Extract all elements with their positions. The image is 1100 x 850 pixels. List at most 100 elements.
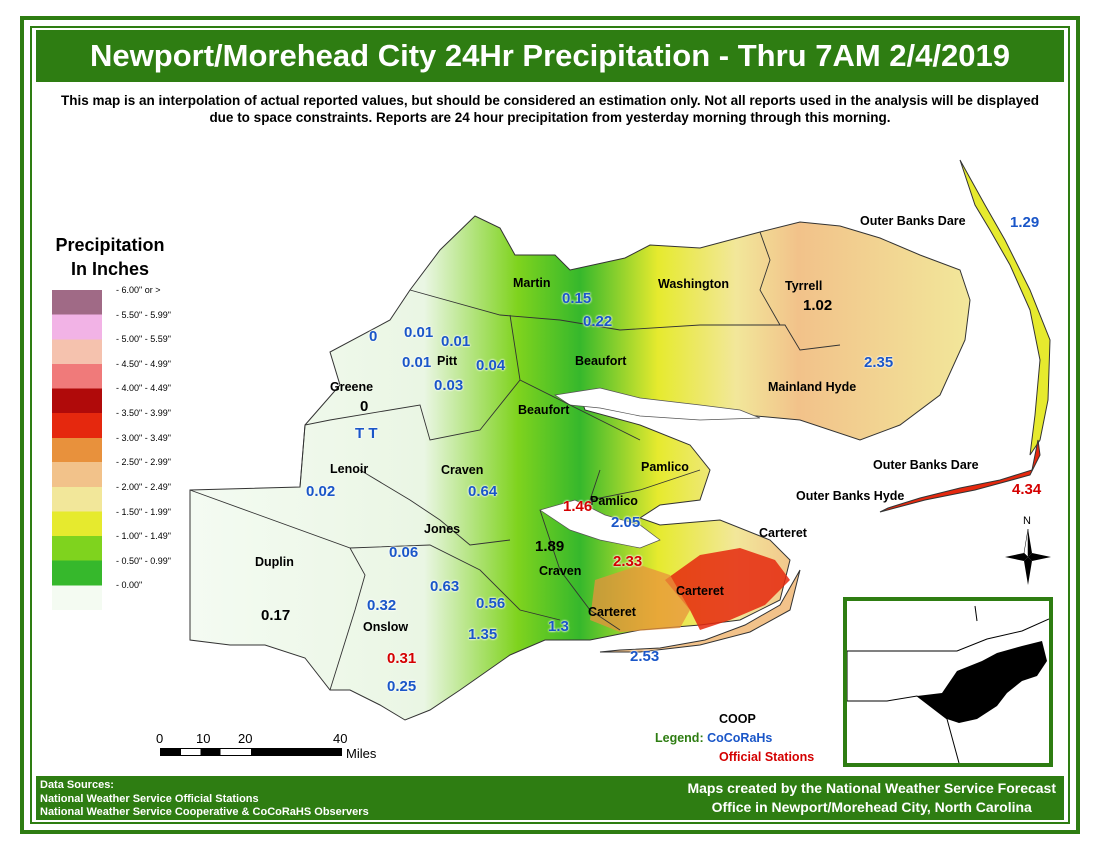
sources-line1: National Weather Service Official Statio…	[40, 792, 259, 805]
neuse-river	[539, 499, 661, 549]
compass-icon	[1005, 528, 1051, 585]
scale-tick-0: 0	[156, 731, 164, 746]
scale-tick-20: 20	[238, 731, 253, 746]
county-label: Craven	[539, 564, 582, 578]
county-label: Outer Banks Dare	[860, 214, 966, 228]
carteret-heavy-area	[665, 548, 790, 630]
pamlico-river	[554, 387, 761, 421]
north-arrow: N	[1003, 515, 1053, 585]
county-label: Onslow	[363, 620, 409, 634]
map-credit: Maps created by the National Weather Ser…	[687, 779, 1056, 817]
credit-line1: Maps created by the National Weather Ser…	[687, 780, 1056, 796]
precip-report-official: 1.46	[563, 498, 593, 515]
precip-report-cocorahs: 2.35	[864, 354, 894, 371]
precip-report-cocorahs: 2.05	[611, 514, 641, 531]
legend-class-label: - 6.00" or >	[116, 285, 161, 295]
precip-report-cocorahs: T T	[355, 425, 378, 442]
county-boundaries	[189, 231, 841, 691]
legend-title-line2: In Inches	[70, 259, 150, 279]
precip-report-official: 0.31	[387, 650, 417, 667]
legend-class-label: - 4.00" - 4.49"	[116, 383, 171, 394]
precip-report-cocorahs: 0.56	[476, 595, 506, 612]
precip-report-cocorahs: 0	[369, 328, 378, 345]
scale-unit: Miles	[346, 746, 377, 761]
county-label: Beaufort	[575, 354, 627, 368]
sources-line2: National Weather Service Cooperative & C…	[40, 806, 369, 818]
legend-class-label: - 3.00" - 3.49"	[116, 432, 171, 443]
legend-class-label: - 4.50" - 4.99"	[116, 358, 171, 369]
legend-class-label: - 0.00"	[116, 580, 143, 591]
source-footer: Data Sources: National Weather Service O…	[36, 776, 1064, 820]
county-label: Jones	[424, 522, 461, 536]
county-label: Beaufort	[518, 403, 570, 417]
inset-locator-map	[843, 597, 1053, 767]
credit-line2: Office in Newport/Morehead City, North C…	[711, 799, 1032, 815]
county-label: Carteret	[588, 605, 636, 619]
precip-report-cocorahs: 0.04	[476, 357, 506, 374]
legend-coop: COOP	[719, 712, 756, 726]
legend-official: Official Stations	[719, 750, 815, 764]
county-label: Martin	[513, 276, 551, 290]
precip-report-cocorahs: 0.15	[562, 290, 592, 307]
county-label: Outer Banks Dare	[873, 458, 979, 472]
legend-class-label: - 1.00" - 1.49"	[116, 531, 171, 542]
precip-report-coop: 1.02	[803, 297, 833, 314]
disclaimer-text: This map is an interpolation of actual r…	[61, 93, 1039, 125]
legend-class-label: - 5.50" - 5.99"	[116, 309, 171, 320]
county-label: Pitt	[437, 354, 458, 368]
county-label: Carteret	[676, 584, 724, 598]
precip-report-cocorahs: 0.01	[441, 333, 471, 350]
county-label: Pamlico	[641, 460, 689, 474]
legend-heading: Legend:	[655, 731, 704, 745]
station-legend: COOP Legend: CoCoRaHs Official Stations	[655, 710, 814, 767]
county-label: Carteret	[759, 526, 807, 540]
county-label: Pamlico	[590, 494, 638, 508]
carteret-orange-area	[590, 565, 690, 632]
precip-report-official: 2.33	[613, 553, 643, 570]
legend-class-label: - 3.50" - 3.99"	[116, 408, 171, 419]
precip-report-cocorahs: 0.32	[367, 597, 397, 614]
legend-class-label: - 1.50" - 1.99"	[116, 506, 171, 517]
legend-cocorahs: CoCoRaHs	[707, 731, 773, 745]
precip-report-coop: 0	[360, 398, 369, 415]
precip-report-cocorahs: 0.03	[434, 377, 464, 394]
nc-locator-shape	[846, 605, 1050, 764]
legend-color-bar	[52, 290, 102, 610]
outer-banks-south	[879, 439, 1041, 513]
precip-report-cocorahs: 0.22	[583, 313, 613, 330]
precip-report-coop: 0.17	[261, 607, 291, 624]
county-label: Lenoir	[330, 462, 369, 476]
county-label: Washington	[658, 277, 730, 291]
map-inner-frame	[30, 26, 1070, 824]
outer-banks-north	[959, 159, 1051, 456]
precip-report-cocorahs: 2.53	[630, 648, 660, 665]
data-sources: Data Sources: National Weather Service O…	[40, 779, 369, 820]
county-label: Outer Banks Hyde	[796, 489, 905, 503]
bogue-banks	[599, 569, 801, 653]
legend-class-label: - 0.50" - 0.99"	[116, 555, 171, 566]
precip-report-cocorahs: 0.63	[430, 578, 460, 595]
legend-title: Precipitation In Inches	[40, 233, 180, 281]
precip-report-cocorahs: 0.64	[468, 483, 498, 500]
precip-report-cocorahs: 1.29	[1010, 214, 1040, 231]
north-label: N	[1023, 515, 1031, 527]
map-title: Newport/Morehead City 24Hr Precipitation…	[36, 30, 1064, 82]
sources-heading: Data Sources:	[40, 779, 114, 791]
precip-report-cocorahs: 0.02	[306, 483, 336, 500]
legend-class-label: - 2.00" - 2.49"	[116, 481, 171, 492]
legend-title-line1: Precipitation	[55, 235, 165, 255]
precip-report-cocorahs: 1.35	[468, 626, 498, 643]
county-label: Mainland Hyde	[768, 380, 857, 394]
precip-report-cocorahs: 0.01	[404, 324, 434, 341]
scale-tick-40: 40	[333, 731, 348, 746]
scale-bar-graphic	[160, 748, 342, 756]
precip-report-coop: 1.89	[535, 538, 565, 555]
county-label: Tyrrell	[785, 279, 823, 293]
legend-class-label: - 5.00" - 5.59"	[116, 334, 171, 345]
precip-report-cocorahs: 1.3	[548, 618, 569, 635]
precip-report-cocorahs: 0.25	[387, 678, 417, 695]
precip-report-cocorahs: 0.01	[402, 354, 432, 371]
county-label: Duplin	[255, 555, 294, 569]
scale-tick-10: 10	[196, 731, 211, 746]
